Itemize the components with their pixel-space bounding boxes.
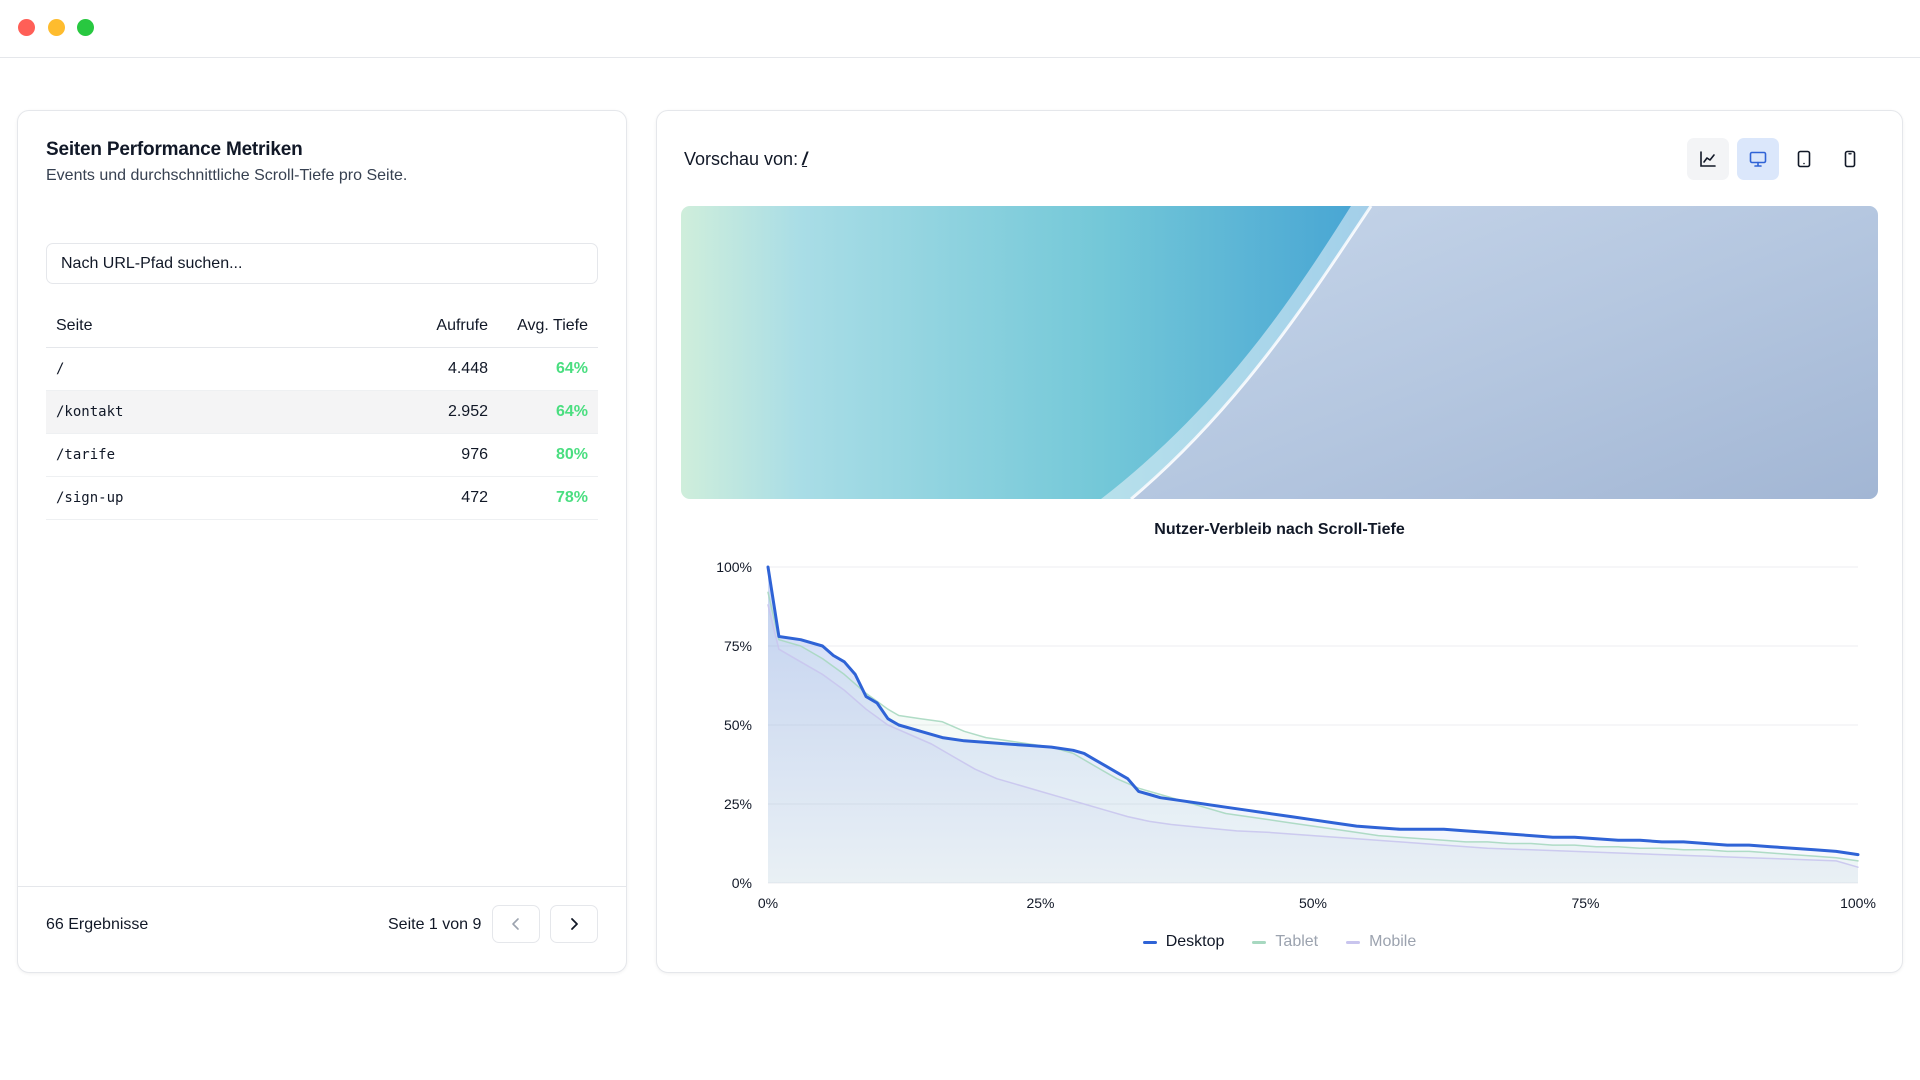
x-tick-label: 25% xyxy=(1026,895,1054,911)
table-row[interactable]: /tarife 976 80% xyxy=(46,433,598,477)
x-tick-label: 100% xyxy=(1840,895,1876,911)
table-row[interactable]: /sign-up 472 78% xyxy=(46,476,598,520)
preview-heading: Vorschau von: / xyxy=(684,149,807,170)
series-line-mobile xyxy=(767,604,1859,868)
x-tick-label: 0% xyxy=(758,895,778,911)
pages-table: Seite Aufrufe Avg. Tiefe / 4.448 64% /ko… xyxy=(46,305,598,520)
results-count: 66 Ergebnisse xyxy=(46,916,149,933)
legend-item-tablet[interactable]: Tablet xyxy=(1252,933,1318,951)
legend-label-mobile: Mobile xyxy=(1369,933,1417,950)
series-line-tablet xyxy=(767,591,1859,862)
table-row[interactable]: / 4.448 64% xyxy=(46,347,598,391)
chevron-left-icon xyxy=(512,918,519,930)
mobile-view-button[interactable] xyxy=(1829,138,1871,180)
legend-label-desktop: Desktop xyxy=(1165,933,1225,950)
row-path: /tarife xyxy=(46,433,388,477)
column-header-page[interactable]: Seite xyxy=(46,305,388,348)
y-tick-label: 75% xyxy=(724,638,752,654)
y-tick-label: 0% xyxy=(732,875,752,891)
close-window-button[interactable] xyxy=(18,19,35,36)
scroll-depth-chart: 0% 25% 50% 75% 100% 0% 25% 50% 75% 100% xyxy=(716,559,1876,911)
row-views: 2.952 xyxy=(388,390,498,434)
mobile-icon xyxy=(1844,150,1856,168)
pagination-footer: 66 Ergebnisse Seite 1 von 9 xyxy=(18,886,626,972)
chart-legend: Desktop Tablet Mobile xyxy=(657,933,1902,951)
y-tick-label: 100% xyxy=(716,559,752,575)
legend-swatch-desktop xyxy=(1142,940,1157,944)
row-path: /kontakt xyxy=(46,390,388,434)
window-titlebar xyxy=(0,0,1920,58)
chart-icon xyxy=(1700,151,1716,167)
tablet-icon xyxy=(1797,150,1811,168)
metrics-subtitle: Events und durchschnittliche Scroll-Tief… xyxy=(46,167,408,184)
legend-item-mobile[interactable]: Mobile xyxy=(1346,933,1416,951)
page-preview-image xyxy=(681,206,1878,499)
preview-path: / xyxy=(802,149,808,169)
column-header-views[interactable]: Aufrufe xyxy=(388,305,498,348)
legend-swatch-mobile xyxy=(1346,940,1361,944)
maximize-window-button[interactable] xyxy=(77,19,94,36)
row-views: 472 xyxy=(388,476,498,520)
preview-card: Vorschau von: / xyxy=(656,110,1903,973)
preview-label: Vorschau von: xyxy=(684,149,799,169)
legend-swatch-tablet xyxy=(1252,940,1267,944)
chevron-right-icon xyxy=(571,918,578,930)
previous-page-button[interactable] xyxy=(492,905,540,943)
legend-label-tablet: Tablet xyxy=(1275,933,1319,950)
table-row[interactable]: /kontakt 2.952 64% xyxy=(46,390,598,434)
desktop-icon xyxy=(1749,151,1767,167)
x-tick-label: 50% xyxy=(1299,895,1327,911)
legend-item-desktop[interactable]: Desktop xyxy=(1142,933,1225,951)
row-depth: 78% xyxy=(498,476,598,520)
series-area-desktop xyxy=(768,567,1858,883)
row-views: 976 xyxy=(388,433,498,477)
next-page-button[interactable] xyxy=(550,905,598,943)
minimize-window-button[interactable] xyxy=(48,19,65,36)
desktop-view-button[interactable] xyxy=(1737,138,1779,180)
page-metrics-card: Seiten Performance Metriken Events und d… xyxy=(17,110,627,973)
chart-view-button[interactable] xyxy=(1687,138,1729,180)
row-path: / xyxy=(46,347,388,391)
chart-title: Nutzer-Verbleib nach Scroll-Tiefe xyxy=(1154,521,1405,538)
tablet-view-button[interactable] xyxy=(1783,138,1825,180)
row-path: /sign-up xyxy=(46,476,388,520)
metrics-title: Seiten Performance Metriken xyxy=(46,139,303,160)
column-header-depth[interactable]: Avg. Tiefe xyxy=(498,305,598,348)
row-depth: 64% xyxy=(498,390,598,434)
row-views: 4.448 xyxy=(388,347,498,391)
page-info: Seite 1 von 9 xyxy=(388,916,482,933)
x-tick-label: 75% xyxy=(1571,895,1599,911)
table-header-row: Seite Aufrufe Avg. Tiefe xyxy=(46,305,598,348)
url-search-input[interactable] xyxy=(46,243,598,284)
series-line-desktop xyxy=(766,565,1860,857)
row-depth: 64% xyxy=(498,347,598,391)
y-tick-label: 25% xyxy=(724,796,752,812)
row-depth: 80% xyxy=(498,433,598,477)
y-tick-label: 50% xyxy=(724,717,752,733)
